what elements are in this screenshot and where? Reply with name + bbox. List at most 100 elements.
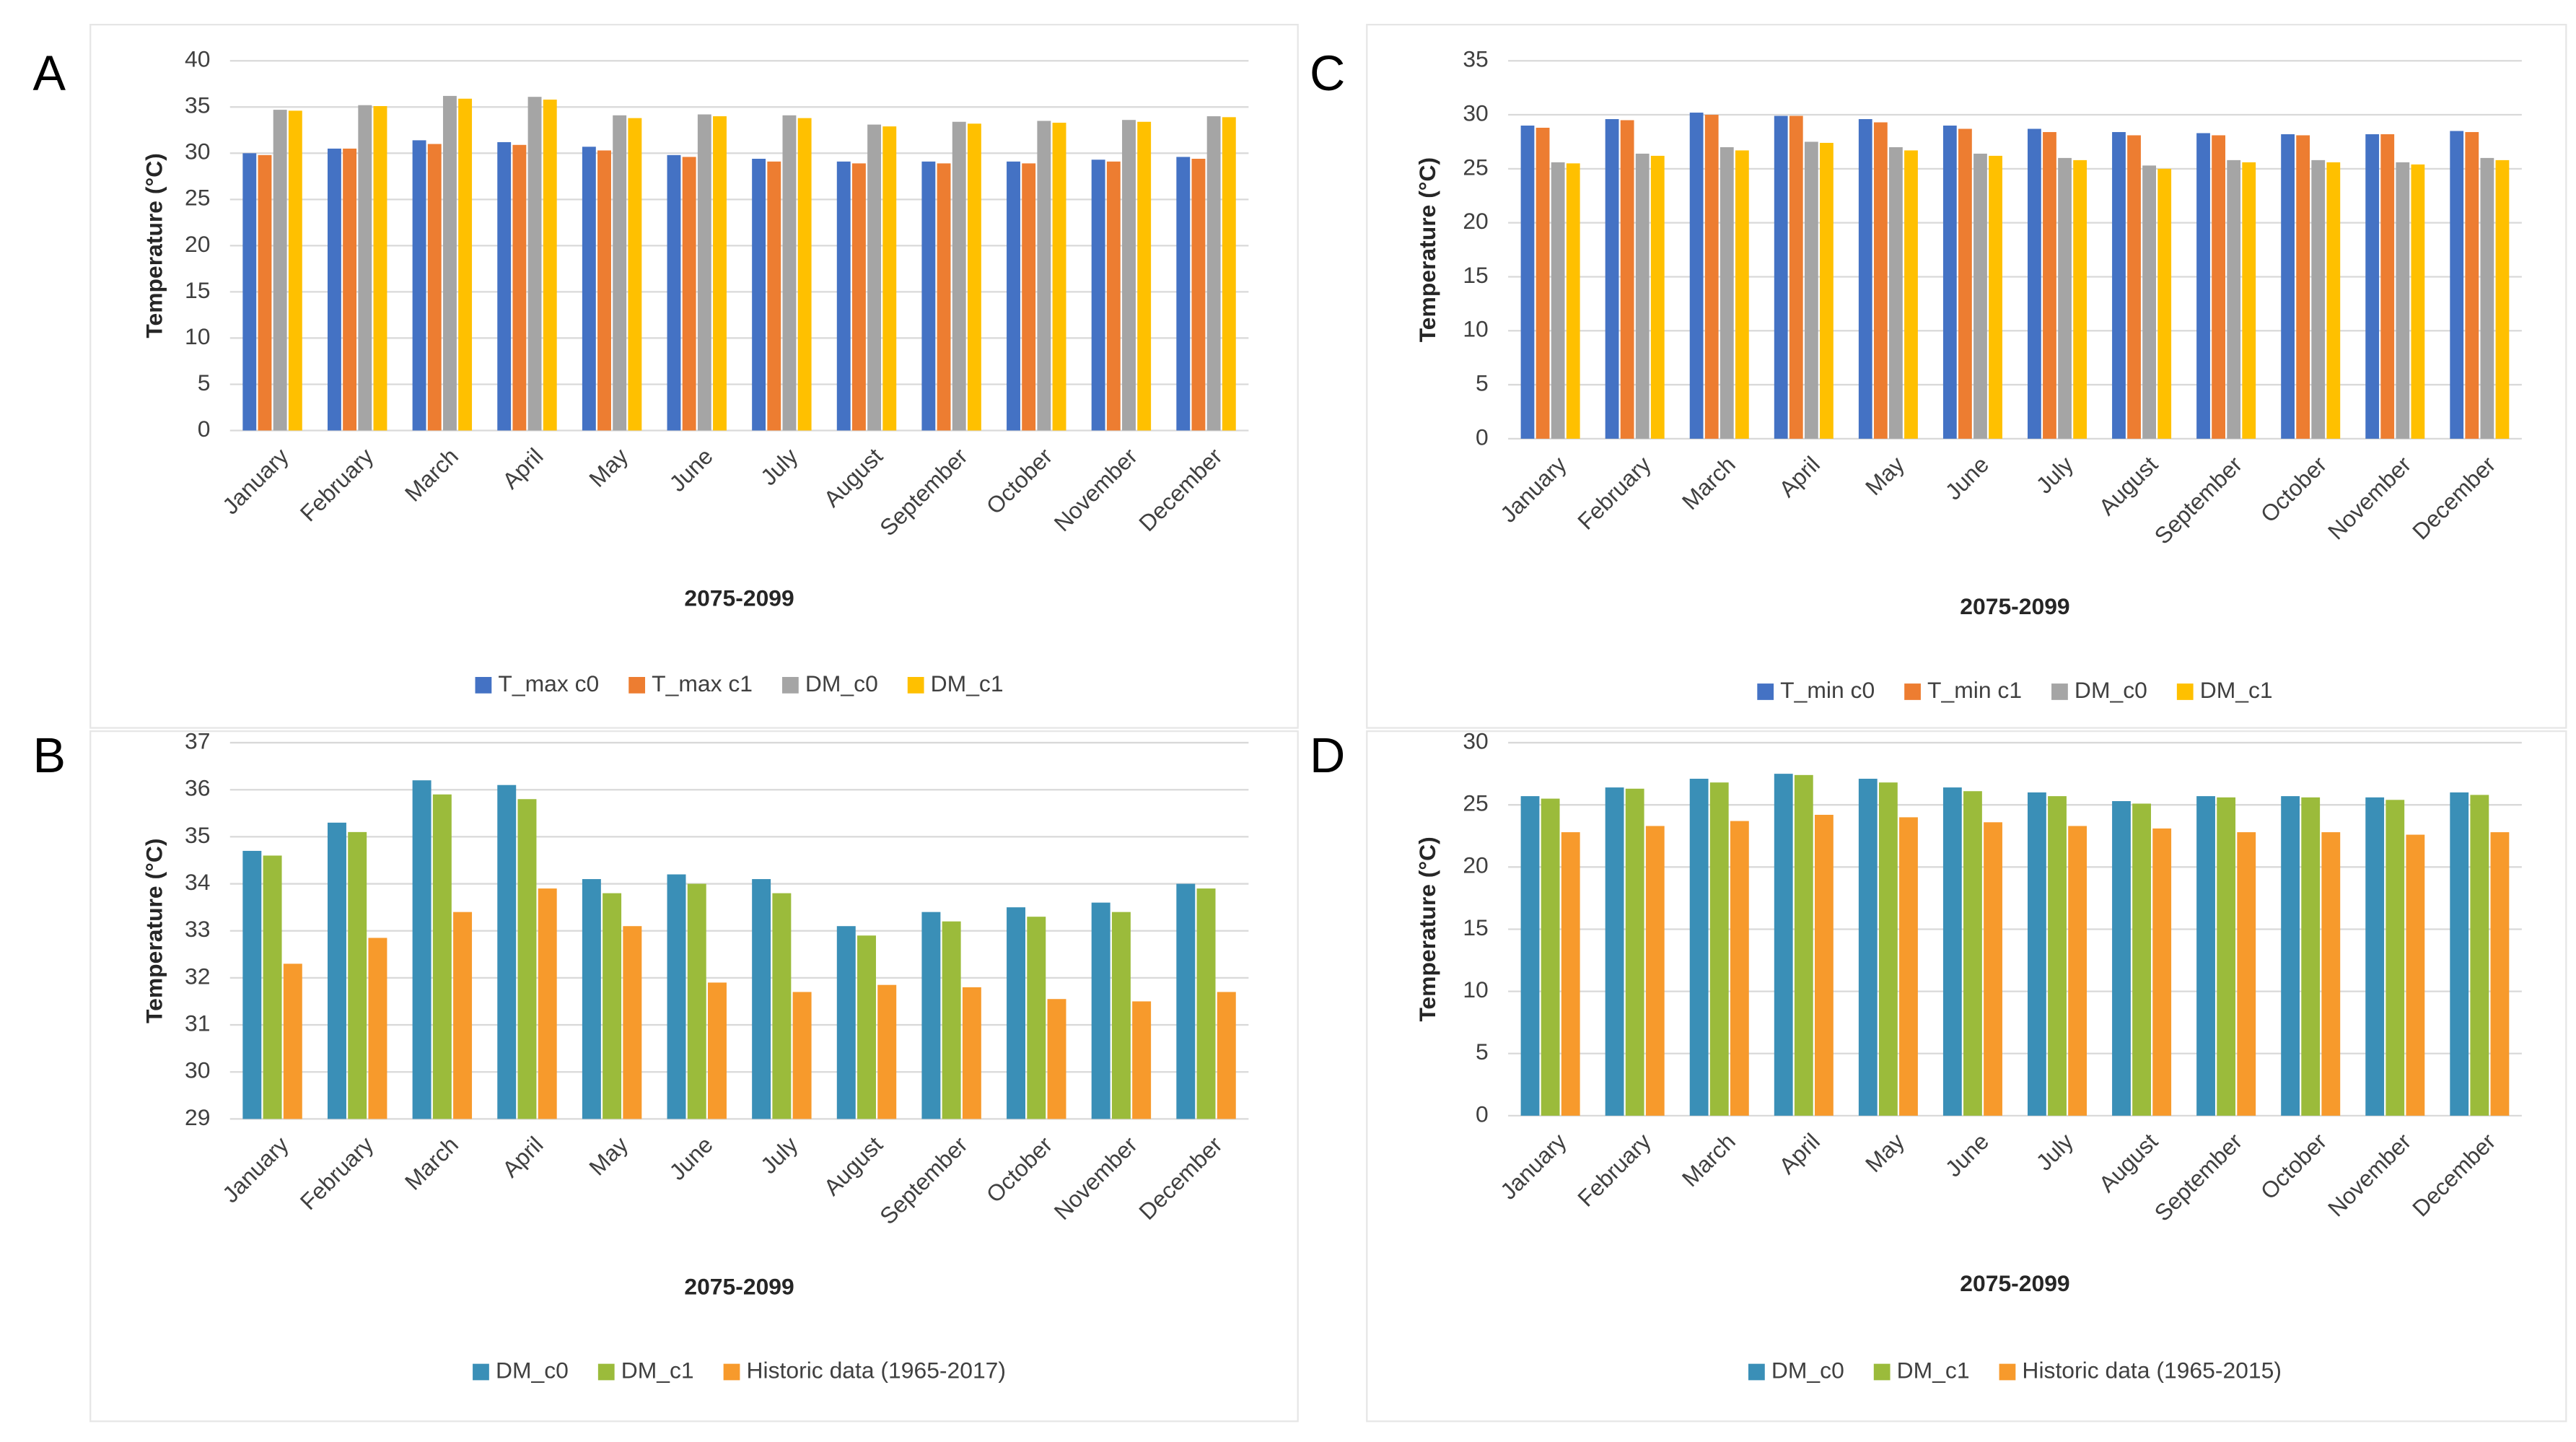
legend-swatch <box>475 676 492 694</box>
y-tick-label: 33 <box>185 916 210 942</box>
x-tick-label: May <box>584 1132 633 1181</box>
legend-swatch <box>907 676 924 694</box>
bar <box>283 963 302 1119</box>
x-tick-label: August <box>2094 451 2163 520</box>
bar <box>2157 168 2172 439</box>
x-tick-label: February <box>295 443 379 527</box>
bar <box>2386 800 2405 1116</box>
bar <box>792 992 812 1119</box>
bar <box>2380 134 2395 439</box>
bar <box>2068 826 2087 1116</box>
bar <box>782 115 797 431</box>
bar <box>797 118 812 431</box>
bar <box>851 163 866 431</box>
panel-frame <box>1366 24 2567 729</box>
y-tick-label: 0 <box>1476 1101 1489 1127</box>
bar <box>427 144 442 431</box>
y-tick-label: 25 <box>1463 790 1488 816</box>
legend-label: Historic data (1965-2015) <box>2022 1357 2282 1383</box>
bar <box>1689 113 1704 439</box>
bar <box>273 110 287 431</box>
x-tick-label: November <box>1049 1131 1143 1225</box>
bar <box>2112 801 2131 1116</box>
y-axis-label: Temperature (°C) <box>141 153 167 338</box>
bar <box>258 154 272 431</box>
x-tick-label: January <box>1495 1128 1572 1205</box>
x-tick-label: August <box>2094 1128 2163 1197</box>
bar <box>1942 787 1962 1116</box>
y-tick-label: 20 <box>1463 208 1488 234</box>
bar <box>582 879 601 1119</box>
bar <box>1535 127 1550 439</box>
bar <box>2212 135 2226 439</box>
bar <box>2048 796 2067 1116</box>
x-tick-label: April <box>1774 1128 1825 1179</box>
legend-label: T_max c0 <box>498 670 599 696</box>
legend-label: DM_c1 <box>931 670 1004 696</box>
bar <box>603 893 622 1119</box>
x-tick-label: April <box>497 1132 548 1183</box>
bar <box>1820 142 1834 439</box>
bar <box>1635 153 1650 439</box>
x-tick-label: June <box>1940 451 1994 504</box>
bar <box>2028 792 2046 1116</box>
x-tick-label: May <box>1860 1128 1909 1177</box>
bar <box>1520 796 1540 1116</box>
panel-label: A <box>33 46 66 101</box>
bar <box>2142 165 2157 439</box>
bar <box>288 110 302 431</box>
bar <box>682 157 696 431</box>
x-tick-label: March <box>400 1132 463 1195</box>
bar <box>1650 155 1665 439</box>
x-axis-label: 2075-2099 <box>1960 1270 2069 1296</box>
x-tick-label: May <box>584 443 633 492</box>
panel-label: C <box>1310 46 1345 101</box>
x-tick-label: October <box>2256 451 2332 528</box>
bar <box>2112 131 2126 439</box>
y-tick-label: 15 <box>1463 262 1488 288</box>
bar <box>1091 902 1110 1119</box>
bar <box>1625 788 1644 1116</box>
bar <box>2196 133 2210 439</box>
bar <box>263 855 282 1119</box>
bar <box>962 987 981 1119</box>
x-tick-label: January <box>217 1132 294 1208</box>
bar <box>2321 832 2341 1116</box>
bar <box>2281 134 2295 439</box>
x-tick-label: July <box>2031 1128 2079 1176</box>
bar <box>458 98 473 431</box>
bar <box>1605 787 1624 1116</box>
y-tick-label: 25 <box>1463 154 1488 180</box>
x-tick-label: March <box>1677 1128 1740 1192</box>
bar <box>2058 157 2072 439</box>
bar <box>752 879 771 1119</box>
bar <box>2495 160 2510 439</box>
bar <box>1899 817 1918 1116</box>
y-tick-label: 5 <box>1476 370 1489 396</box>
legend-swatch <box>473 1363 489 1381</box>
bar <box>327 822 346 1119</box>
x-tick-label: July <box>755 443 803 491</box>
bar <box>2411 164 2425 439</box>
legend-label: Historic data (1965-2017) <box>747 1357 1007 1383</box>
y-tick-label: 0 <box>198 416 211 442</box>
y-tick-label: 37 <box>185 727 210 753</box>
y-tick-label: 40 <box>185 46 210 72</box>
legend-swatch <box>2176 683 2194 700</box>
bar <box>1222 117 1236 431</box>
legend-label: DM_c1 <box>621 1357 694 1383</box>
bar <box>1963 791 1982 1116</box>
bar <box>1047 999 1066 1119</box>
x-tick-label: October <box>981 443 1058 520</box>
x-tick-label: January <box>1495 451 1572 528</box>
bar <box>412 780 431 1119</box>
bar <box>538 888 557 1119</box>
x-tick-label: September <box>875 443 973 541</box>
bar <box>2242 162 2256 439</box>
bar <box>497 141 512 431</box>
bar <box>836 926 856 1119</box>
bar <box>1561 832 1580 1116</box>
bar <box>857 935 876 1119</box>
panel-label: B <box>33 728 66 783</box>
bar <box>2152 828 2172 1116</box>
